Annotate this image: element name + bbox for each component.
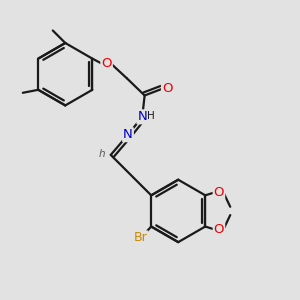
Text: N: N	[137, 110, 147, 123]
Text: h: h	[98, 149, 105, 159]
Text: Br: Br	[134, 231, 147, 244]
Text: N: N	[123, 128, 133, 141]
Text: O: O	[214, 223, 224, 236]
Text: O: O	[162, 82, 172, 95]
Text: O: O	[214, 186, 224, 199]
Text: H: H	[147, 111, 155, 121]
Text: O: O	[101, 58, 112, 70]
